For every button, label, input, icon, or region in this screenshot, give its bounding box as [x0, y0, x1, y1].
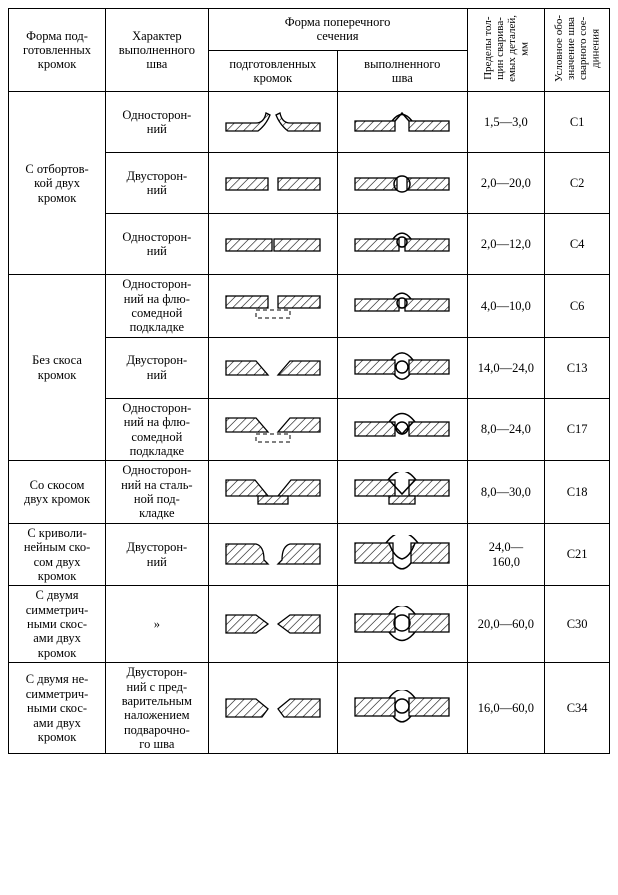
header-code: Условное обо-значение швасварного сое-ди… [545, 9, 610, 92]
cell-prep-diagram [208, 337, 337, 398]
cell-weld-char: Двусторон-ний с пред-варительнымналожени… [106, 663, 209, 754]
cell-thickness: 1,5—3,0 [467, 92, 545, 153]
header-weld-char: Характервыполненногошва [106, 9, 209, 92]
cell-edge-form: С криволи-нейным ско-сом двухкромок [9, 523, 106, 586]
cell-weld-diagram [338, 275, 467, 338]
cell-thickness: 8,0—24,0 [467, 398, 545, 461]
cell-weld-char: Односторон-ний на флю-сомеднойподкладке [106, 398, 209, 461]
cell-thickness: 2,0—12,0 [467, 214, 545, 275]
cell-prep-diagram [208, 586, 337, 663]
header-edge-form: Форма под-готовленныхкромок [9, 9, 106, 92]
cell-code: С21 [545, 523, 610, 586]
cell-weld-char: Двусторон-ний [106, 337, 209, 398]
cell-weld-diagram [338, 337, 467, 398]
cell-thickness: 4,0—10,0 [467, 275, 545, 338]
cell-thickness: 24,0—160,0 [467, 523, 545, 586]
cell-weld-char: » [106, 586, 209, 663]
cell-weld-char: Односторон-ний [106, 92, 209, 153]
cell-weld-diagram [338, 214, 467, 275]
header-cross-section: Форма поперечногосечения [208, 9, 467, 51]
cell-weld-diagram [338, 461, 467, 524]
cell-prep-diagram [208, 214, 337, 275]
cell-edge-form: С двумясимметрич-ными скос-ами двухкромо… [9, 586, 106, 663]
table-row: С двумясимметрич-ными скос-ами двухкромо… [9, 586, 610, 663]
cell-weld-char: Двусторон-ний [106, 523, 209, 586]
cell-weld-char: Односторон-ний [106, 214, 209, 275]
header-prep-edges: подготовленныхкромок [208, 50, 337, 92]
table-row: С криволи-нейным ско-сом двухкромокДвуст… [9, 523, 610, 586]
cell-weld-diagram [338, 586, 467, 663]
cell-code: С4 [545, 214, 610, 275]
cell-weld-diagram [338, 663, 467, 754]
table-row: С двумя не-симметрич-ными скос-ами двухк… [9, 663, 610, 754]
cell-thickness: 2,0—20,0 [467, 153, 545, 214]
cell-weld-diagram [338, 153, 467, 214]
cell-thickness: 20,0—60,0 [467, 586, 545, 663]
cell-code: С6 [545, 275, 610, 338]
cell-prep-diagram [208, 92, 337, 153]
cell-weld-char: Односторон-ний на сталь-ной под-кладке [106, 461, 209, 524]
cell-prep-diagram [208, 663, 337, 754]
cell-prep-diagram [208, 153, 337, 214]
cell-code: С2 [545, 153, 610, 214]
cell-weld-diagram [338, 523, 467, 586]
cell-code: С13 [545, 337, 610, 398]
cell-prep-diagram [208, 523, 337, 586]
cell-thickness: 14,0—24,0 [467, 337, 545, 398]
cell-prep-diagram [208, 275, 337, 338]
cell-code: С30 [545, 586, 610, 663]
cell-weld-diagram [338, 398, 467, 461]
cell-weld-char: Двусторон-ний [106, 153, 209, 214]
cell-weld-diagram [338, 92, 467, 153]
table-row: Без скосакромокОдносторон-ний на флю-сом… [9, 275, 610, 338]
cell-prep-diagram [208, 398, 337, 461]
weld-joints-table: Форма под-готовленныхкромок Характервыпо… [8, 8, 610, 754]
cell-code: С17 [545, 398, 610, 461]
cell-thickness: 16,0—60,0 [467, 663, 545, 754]
cell-code: С18 [545, 461, 610, 524]
cell-weld-char: Односторон-ний на флю-сомеднойподкладке [106, 275, 209, 338]
table-row: Со скосомдвух кромокОдносторон-ний на ст… [9, 461, 610, 524]
cell-edge-form: С двумя не-симметрич-ными скос-ами двухк… [9, 663, 106, 754]
cell-edge-form: Со скосомдвух кромок [9, 461, 106, 524]
table-row: С отбортов-кой двухкромокОдносторон-ний1… [9, 92, 610, 153]
cell-prep-diagram [208, 461, 337, 524]
header-thickness: Пределы тол-щин сварива-емых деталей,мм [467, 9, 545, 92]
cell-edge-form: Без скосакромок [9, 275, 106, 461]
cell-code: С1 [545, 92, 610, 153]
header-weld-done: выполненногошва [338, 50, 467, 92]
cell-thickness: 8,0—30,0 [467, 461, 545, 524]
cell-code: С34 [545, 663, 610, 754]
cell-edge-form: С отбортов-кой двухкромок [9, 92, 106, 275]
